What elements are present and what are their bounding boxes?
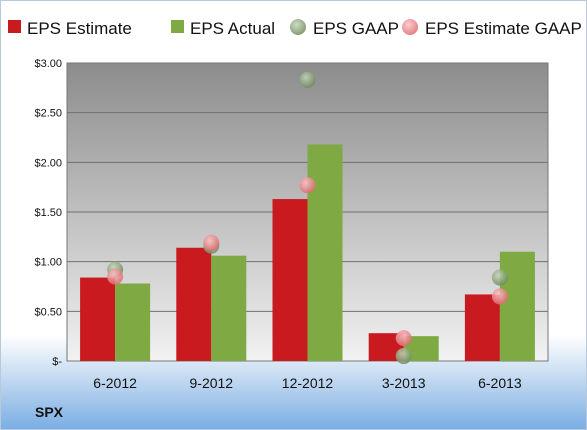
x-axis-labels: 6-2012 9-2012 12-2012 3-2013 6-2013: [93, 375, 522, 391]
bar-eps-actual: [499, 251, 535, 361]
marker-eps-estimate-gaap: [203, 234, 220, 251]
marker-eps-estimate-gaap: [299, 177, 316, 194]
y-tick-label: $2.50: [34, 108, 62, 120]
legend-swatch-eps-gaap: [290, 19, 306, 35]
legend: EPS Estimate EPS Actual EPS GAAP EPS Est…: [8, 19, 582, 38]
bar-eps-estimate: [176, 247, 212, 361]
bar-eps-estimate: [272, 199, 308, 361]
y-tick-label: $1.00: [34, 257, 62, 269]
y-tick-label: $1.50: [34, 207, 62, 219]
marker-eps-gaap: [395, 348, 412, 365]
legend-label-eps-actual: EPS Actual: [190, 19, 275, 38]
legend-swatch-eps-estimate: [8, 20, 21, 33]
bar-eps-estimate: [464, 294, 500, 361]
y-tick-label: $-: [52, 356, 62, 368]
x-tick-label: 12-2012: [282, 375, 334, 391]
marker-eps-gaap: [299, 71, 316, 88]
y-tick-label: $3.00: [34, 58, 62, 70]
ticker-label: SPX: [35, 404, 64, 420]
bar-eps-actual: [307, 144, 343, 361]
marker-eps-estimate-gaap: [107, 268, 124, 285]
legend-label-eps-estimate: EPS Estimate: [27, 19, 132, 38]
marker-eps-gaap: [491, 269, 508, 286]
x-tick-label: 6-2013: [478, 375, 522, 391]
legend-swatch-eps-estimate-gaap: [402, 19, 418, 35]
bar-eps-actual: [211, 255, 247, 361]
legend-label-eps-estimate-gaap: EPS Estimate GAAP: [425, 19, 582, 38]
y-tick-label: $0.50: [34, 306, 62, 318]
marker-eps-estimate-gaap: [491, 288, 508, 305]
x-tick-label: 3-2013: [382, 375, 426, 391]
x-tick-label: 9-2012: [190, 375, 234, 391]
legend-label-eps-gaap: EPS GAAP: [313, 19, 399, 38]
x-tick-label: 6-2012: [93, 375, 137, 391]
y-axis-ticks: $- $0.50 $1.00 $1.50 $2.00 $2.50 $3.00: [34, 58, 62, 368]
bar-eps-actual: [115, 283, 151, 361]
legend-swatch-eps-actual: [171, 20, 184, 33]
markers: [107, 71, 508, 365]
bar-eps-estimate: [80, 277, 116, 361]
marker-eps-estimate-gaap: [395, 330, 412, 347]
y-tick-label: $2.00: [34, 157, 62, 169]
